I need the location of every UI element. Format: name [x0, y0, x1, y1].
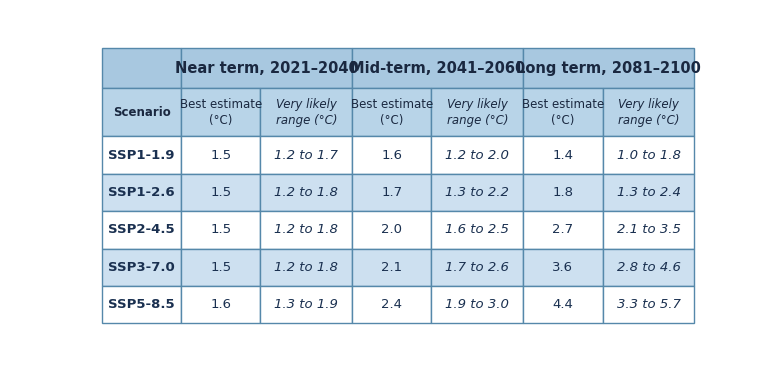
Bar — [603, 286, 695, 323]
Bar — [102, 286, 181, 323]
Text: Best estimate
(°C): Best estimate (°C) — [522, 98, 604, 127]
Text: 1.5: 1.5 — [211, 261, 232, 274]
Text: Very likely
range (°C): Very likely range (°C) — [276, 98, 337, 127]
Bar — [524, 286, 603, 323]
Text: 1.2 to 1.7: 1.2 to 1.7 — [274, 149, 338, 162]
Bar — [260, 286, 352, 323]
Bar — [352, 49, 524, 88]
Bar — [102, 211, 181, 248]
Text: 2.0: 2.0 — [382, 223, 402, 236]
Text: 1.8: 1.8 — [552, 186, 573, 199]
Text: 1.0 to 1.8: 1.0 to 1.8 — [617, 149, 681, 162]
Text: 2.4: 2.4 — [382, 298, 402, 311]
Text: 1.6 to 2.5: 1.6 to 2.5 — [445, 223, 510, 236]
Bar — [524, 211, 603, 248]
Text: Very likely
range (°C): Very likely range (°C) — [447, 98, 508, 127]
Text: 1.5: 1.5 — [211, 149, 232, 162]
Bar — [524, 248, 603, 286]
Bar — [603, 88, 695, 137]
Bar — [352, 286, 431, 323]
Bar — [102, 49, 181, 88]
Text: 1.7 to 2.6: 1.7 to 2.6 — [445, 261, 510, 274]
Bar — [431, 174, 524, 211]
Bar — [524, 174, 603, 211]
Text: Best estimate
(°C): Best estimate (°C) — [350, 98, 433, 127]
Bar — [431, 211, 524, 248]
Text: 1.2 to 1.8: 1.2 to 1.8 — [274, 223, 338, 236]
Bar — [102, 248, 181, 286]
Bar — [431, 286, 524, 323]
Bar — [181, 211, 260, 248]
Bar — [431, 137, 524, 174]
Text: 2.1 to 3.5: 2.1 to 3.5 — [617, 223, 681, 236]
Text: SSP1-2.6: SSP1-2.6 — [108, 186, 175, 199]
Text: 1.3 to 1.9: 1.3 to 1.9 — [274, 298, 338, 311]
Text: Long term, 2081–2100: Long term, 2081–2100 — [517, 61, 702, 76]
Bar — [352, 174, 431, 211]
Text: 4.4: 4.4 — [552, 298, 573, 311]
Text: 1.5: 1.5 — [211, 186, 232, 199]
Bar — [181, 88, 260, 137]
Text: Near term, 2021–2040: Near term, 2021–2040 — [175, 61, 359, 76]
Bar — [352, 211, 431, 248]
Bar — [260, 137, 352, 174]
Bar — [603, 137, 695, 174]
Text: 1.6: 1.6 — [211, 298, 232, 311]
Text: SSP3-7.0: SSP3-7.0 — [108, 261, 175, 274]
Text: Very likely
range (°C): Very likely range (°C) — [618, 98, 679, 127]
Text: 1.2 to 1.8: 1.2 to 1.8 — [274, 186, 338, 199]
Bar — [181, 174, 260, 211]
Bar — [603, 248, 695, 286]
Text: Mid-term, 2041–2060: Mid-term, 2041–2060 — [350, 61, 525, 76]
Bar — [260, 211, 352, 248]
Bar — [260, 174, 352, 211]
Text: Scenario: Scenario — [113, 106, 170, 119]
Text: SSP2-4.5: SSP2-4.5 — [108, 223, 175, 236]
Text: 1.5: 1.5 — [211, 223, 232, 236]
Bar — [181, 248, 260, 286]
Bar — [524, 88, 603, 137]
Bar — [102, 88, 181, 137]
Bar — [181, 49, 352, 88]
Bar — [431, 248, 524, 286]
Text: 2.7: 2.7 — [552, 223, 573, 236]
Text: SSP1-1.9: SSP1-1.9 — [108, 149, 175, 162]
Text: 1.3 to 2.2: 1.3 to 2.2 — [445, 186, 510, 199]
Bar — [181, 286, 260, 323]
Text: 1.2 to 1.8: 1.2 to 1.8 — [274, 261, 338, 274]
Bar — [431, 88, 524, 137]
Bar — [260, 248, 352, 286]
Text: 1.7: 1.7 — [382, 186, 402, 199]
Text: 1.3 to 2.4: 1.3 to 2.4 — [617, 186, 681, 199]
Bar — [181, 137, 260, 174]
Bar — [352, 88, 431, 137]
Text: 2.1: 2.1 — [382, 261, 402, 274]
Text: SSP5-8.5: SSP5-8.5 — [108, 298, 175, 311]
Text: 1.9 to 3.0: 1.9 to 3.0 — [445, 298, 510, 311]
Text: Best estimate
(°C): Best estimate (°C) — [179, 98, 262, 127]
Bar — [603, 174, 695, 211]
Text: 3.3 to 5.7: 3.3 to 5.7 — [617, 298, 681, 311]
Bar — [102, 174, 181, 211]
Text: 3.6: 3.6 — [552, 261, 573, 274]
Bar — [603, 211, 695, 248]
Bar — [102, 137, 181, 174]
Text: 2.8 to 4.6: 2.8 to 4.6 — [617, 261, 681, 274]
Bar — [524, 49, 695, 88]
Bar — [352, 137, 431, 174]
Text: 1.2 to 2.0: 1.2 to 2.0 — [445, 149, 510, 162]
Text: 1.6: 1.6 — [382, 149, 402, 162]
Bar — [524, 137, 603, 174]
Bar — [352, 248, 431, 286]
Bar — [260, 88, 352, 137]
Text: 1.4: 1.4 — [552, 149, 573, 162]
